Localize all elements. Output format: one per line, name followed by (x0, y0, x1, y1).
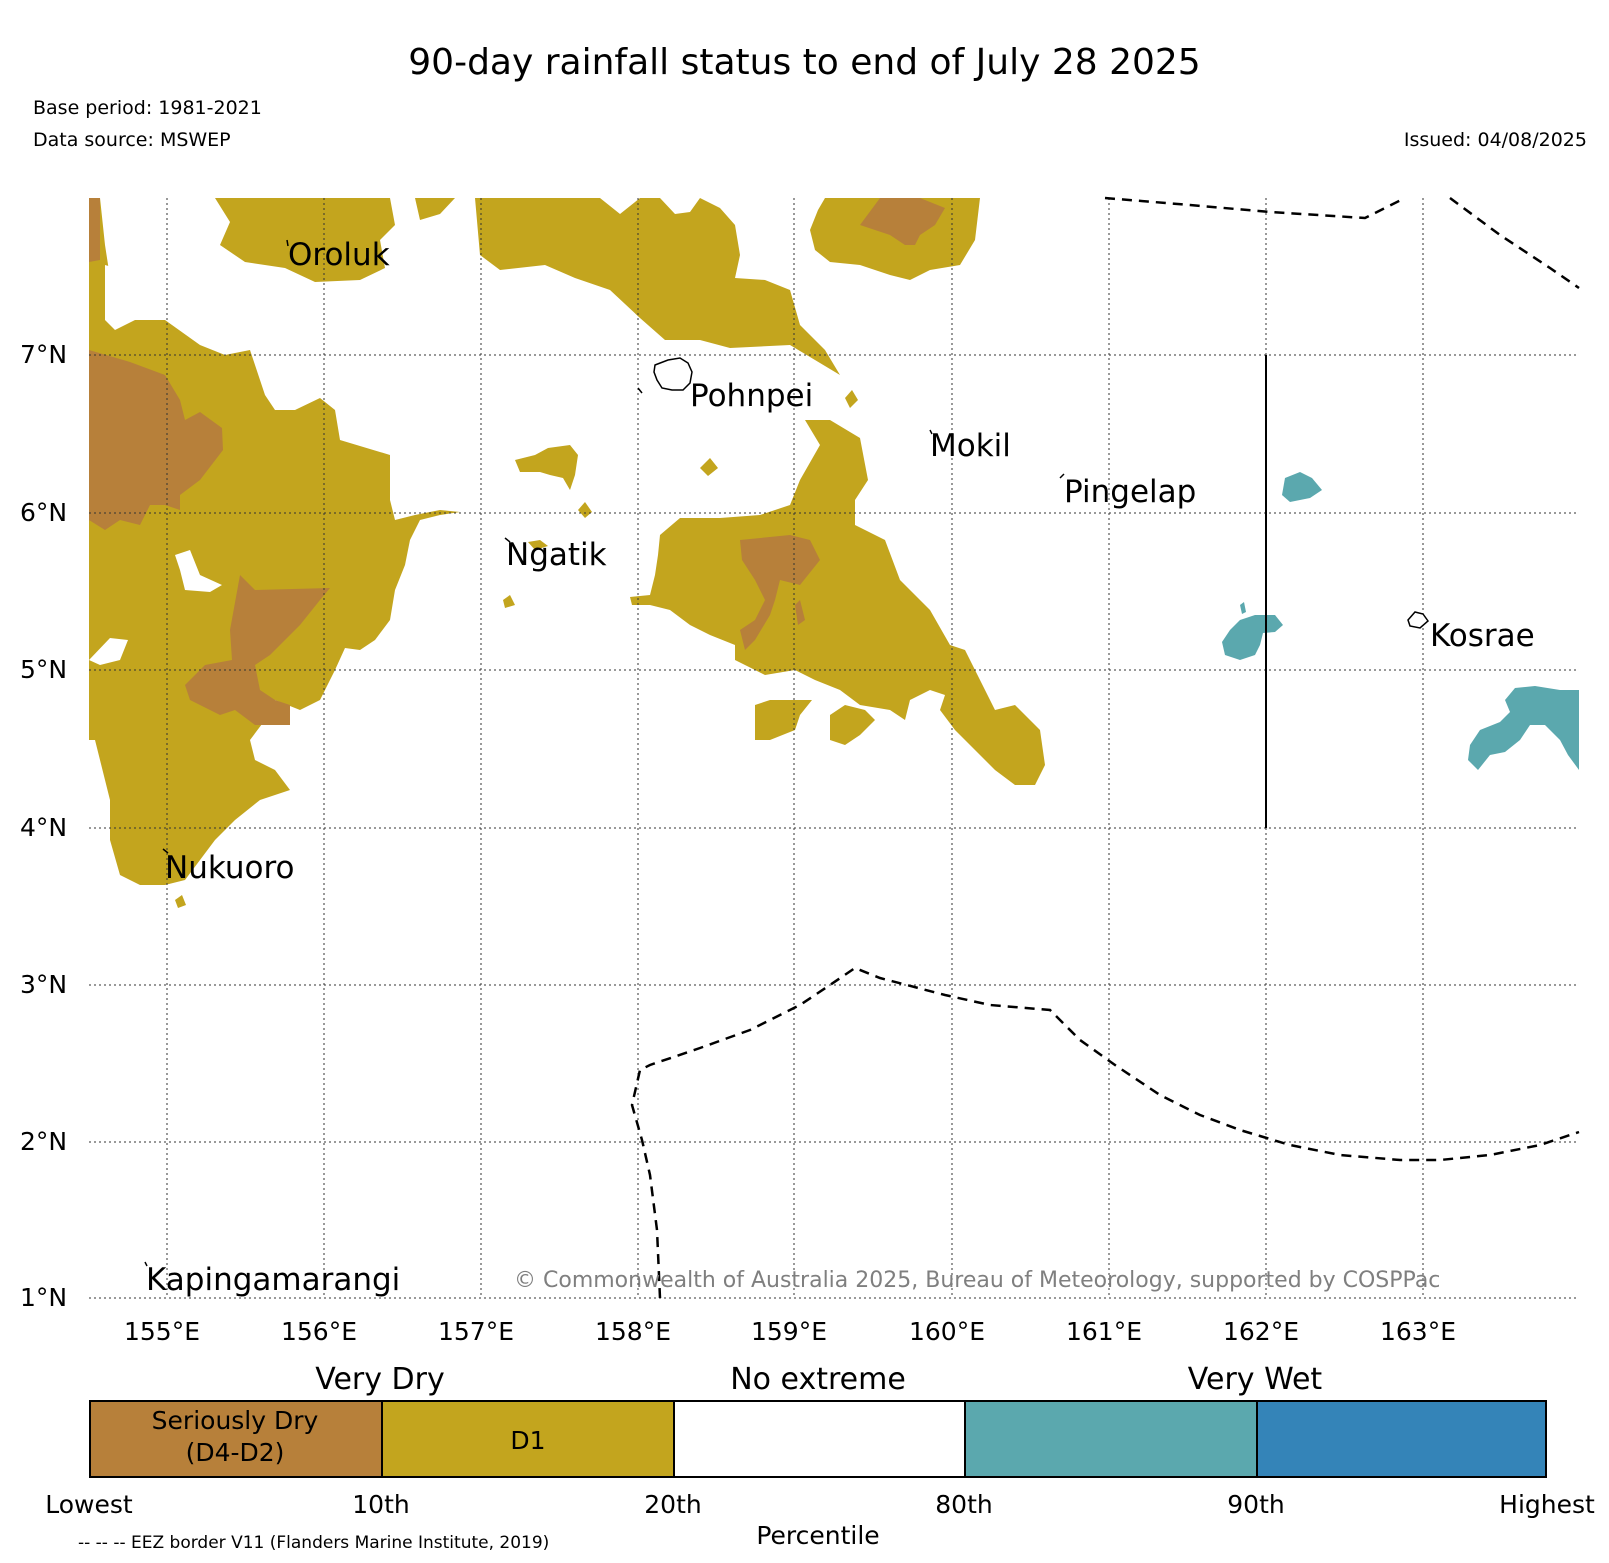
sd-region-ne (860, 198, 945, 245)
d1-region-small-2 (755, 700, 812, 740)
d1-region-west-2 (89, 198, 460, 885)
lon-tick-label: 163°E (1380, 1317, 1457, 1346)
copyright-notice: © Commonwealth of Australia 2025, Bureau… (514, 1268, 1441, 1293)
atoll-marks (144, 239, 1065, 1267)
wet-region-4 (1468, 686, 1579, 770)
lon-tick-label: 156°E (281, 1317, 358, 1346)
place-label-kosrae: Kosrae (1430, 618, 1535, 654)
lat-tick-label: 7°N (20, 340, 68, 369)
hole-west-2 (89, 638, 128, 665)
d1-region-small-3 (830, 705, 875, 745)
wet-region-3 (1240, 602, 1246, 614)
d1-region-small-1 (515, 445, 578, 490)
legend-header-very-dry: Very Dry (315, 1362, 445, 1397)
lon-tick-label: 160°E (909, 1317, 986, 1346)
hole-west-3 (105, 265, 135, 330)
sd-region-east (740, 535, 820, 650)
sd-region-small (795, 600, 805, 625)
nukuoro-mark (162, 848, 169, 854)
legend-header-very-wet: Very Wet (1187, 1362, 1323, 1397)
sd-region-west-2 (185, 575, 330, 725)
kosrae-island (1407, 611, 1430, 629)
eez-note: -- -- -- EEZ border V11 (Flanders Marine… (78, 1533, 550, 1553)
lat-tick-label: 2°N (20, 1127, 68, 1156)
d1-region-west (89, 198, 840, 375)
base-period: Base period: 1981-2021 (33, 97, 262, 119)
wet-regions (1222, 472, 1579, 770)
graticule (89, 198, 1579, 1299)
lon-tick-label: 162°E (1223, 1317, 1300, 1346)
legend-box-d1: D1 (381, 1400, 673, 1478)
map-title: 90-day rainfall status to end of July 28… (408, 42, 1201, 83)
eez-borders (630, 196, 1580, 1299)
legend-box-wet-80-90 (964, 1400, 1256, 1478)
legend-tick-label: Highest (1499, 1490, 1595, 1519)
legend-box-wet-90-high (1256, 1400, 1547, 1478)
legend-box-label: (D4-D2) (185, 1438, 285, 1467)
legend-tick-label: 20th (644, 1490, 702, 1519)
d1-region-small-9 (175, 895, 186, 908)
legend-tick-label: 10th (352, 1490, 410, 1519)
lat-tick-label: 5°N (20, 655, 68, 684)
d1-region-small-8 (503, 595, 515, 608)
d1-region-small-5 (845, 390, 858, 408)
legend-tick-label: 90th (1227, 1490, 1285, 1519)
lon-tick-label: 155°E (124, 1317, 201, 1346)
lat-tick-label: 6°N (20, 498, 68, 527)
legend-box-seriously-dry: Seriously Dry (D4-D2) (89, 1400, 381, 1478)
legend-frame (89, 1400, 1547, 1478)
place-label-pohnpei: Pohnpei (690, 378, 814, 414)
pingelap-mark (1059, 473, 1065, 479)
lon-tick-label: 161°E (1066, 1317, 1143, 1346)
lat-tick-label: 1°N (20, 1283, 68, 1312)
d1-region-small-4 (700, 458, 718, 476)
seriously-dry-regions (89, 198, 945, 725)
pohnpei-mark (637, 387, 643, 394)
kapingamarangi-mark (144, 1261, 148, 1267)
lon-tick-label: 158°E (595, 1317, 672, 1346)
lat-tick-label: 3°N (20, 970, 68, 999)
place-label-kapingamarangi: Kapingamarangi (146, 1262, 401, 1298)
place-label-nukuoro: Nukuoro (165, 850, 295, 886)
data-source: Data source: MSWEP (33, 129, 231, 151)
oroluk-mark (286, 239, 289, 247)
d1-region-east-cluster (630, 420, 1045, 785)
d1-region-small-6 (578, 502, 592, 518)
place-label-ngatik: Ngatik (506, 537, 607, 573)
lat-tick-label: 4°N (20, 813, 68, 842)
legend-xlabel: Percentile (756, 1521, 880, 1550)
legend-header-no-extreme: No extreme (730, 1362, 906, 1397)
issued-date: Issued: 04/08/2025 (1403, 129, 1587, 151)
lon-tick-label: 159°E (751, 1317, 828, 1346)
legend-box-no-extreme (673, 1400, 964, 1478)
legend-box-label: Seriously Dry (151, 1406, 319, 1435)
hole-west-1 (175, 550, 222, 592)
mokil-mark (929, 429, 933, 435)
sd-region-west (89, 350, 223, 530)
legend-tick-label: 80th (935, 1490, 993, 1519)
legend-box-label: D1 (510, 1426, 546, 1455)
no-extreme-holes (89, 265, 222, 665)
lon-tick-label: 157°E (438, 1317, 515, 1346)
wet-region-2 (1222, 615, 1283, 660)
wet-region-1 (1282, 472, 1322, 502)
place-label-mokil: Mokil (930, 428, 1011, 464)
place-label-oroluk: Oroluk (288, 237, 390, 273)
ngatik-mark (504, 537, 511, 543)
island-outlines (653, 357, 1430, 629)
place-label-pingelap: Pingelap (1064, 474, 1197, 510)
legend-tick-label: Lowest (45, 1490, 133, 1519)
d1-region-small-7 (528, 540, 548, 550)
sd-region-nw (89, 198, 100, 262)
pohnpei-island (653, 357, 693, 391)
